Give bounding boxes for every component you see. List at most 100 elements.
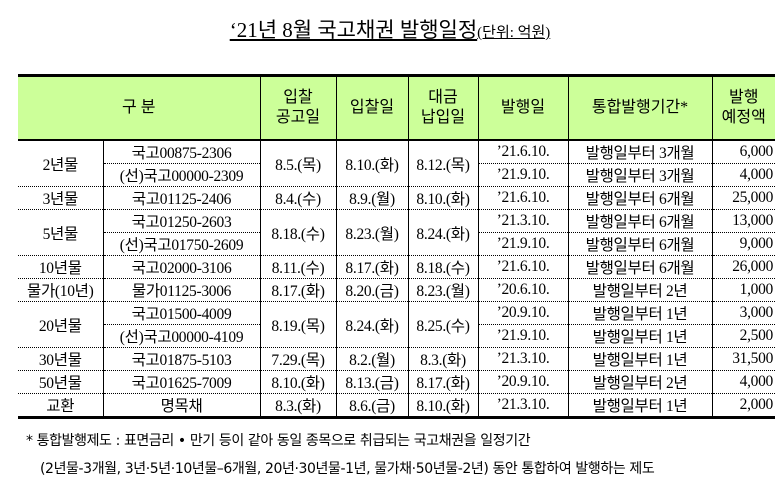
bond-code: (선)국고01750-2609 — [102, 232, 261, 256]
bid-date: 8.13.(금) — [335, 370, 409, 394]
integration-period: 발행일부터 2년 — [567, 278, 713, 302]
issue-date: ’20.9.10. — [477, 301, 569, 325]
payment-date: 8.18.(수) — [407, 255, 479, 279]
integration-period: 발행일부터 6개월 — [567, 186, 713, 210]
bid-date: 8.23.(월) — [335, 209, 409, 256]
issue-date: ’20.9.10. — [477, 370, 569, 394]
issue-date: ’21.3.10. — [477, 209, 569, 233]
table-row: (선)국고00000-4109 ’21.9.10. 발행일부터 1년 2,500 — [18, 324, 776, 348]
issue-date: ’21.3.10. — [477, 347, 569, 371]
table-row: (선)국고01750-2609 ’21.9.10. 발행일부터 6개월 9,000 — [18, 232, 776, 256]
integration-period: 발행일부터 6개월 — [567, 255, 713, 279]
integration-period: 발행일부터 3개월 — [567, 140, 713, 164]
bond-code: 국고01125-2406 — [102, 186, 261, 210]
bond-type: 20년물 — [18, 301, 104, 348]
issue-date: ’21.9.10. — [477, 324, 569, 348]
bid-date: 8.10.(화) — [335, 140, 409, 187]
table-row: 10년물 국고02000-3106 8.11.(수) 8.17.(화) 8.18.(수)… — [18, 255, 776, 279]
table-row: (선)국고00000-2309 ’21.9.10. 발행일부터 3개월 4,000 — [18, 163, 776, 187]
planned-amount: 2,000 — [711, 393, 776, 419]
planned-amount: 6,000 — [711, 140, 776, 164]
bond-code: 물가01125-3006 — [102, 278, 261, 302]
issue-date: ’20.6.10. — [477, 278, 569, 302]
planned-amount: 26,000 — [711, 255, 776, 279]
planned-amount: 3,000 — [711, 301, 776, 325]
header-row: 구 분 입찰 공고일 입찰일 대금 납입일 발행일 통합발행기간* 발행 예정액 — [18, 74, 776, 141]
table-row: 20년물 국고01500-4009 8.19.(목) 8.24.(화) 8.25.(수)… — [18, 301, 776, 348]
bid-date: 8.2.(월) — [335, 347, 409, 371]
footnote-line-2: (2년물-3개월, 3년·5년·10년물–6개월, 20년·30년물-1년, 물… — [40, 461, 655, 477]
bond-code: 국고00875-2306 — [102, 140, 261, 164]
issuance-schedule-table: 구 분 입찰 공고일 입찰일 대금 납입일 발행일 통합발행기간* 발행 예정액… — [18, 74, 776, 419]
bond-code: 국고02000-3106 — [102, 255, 261, 279]
payment-date: 8.23.(월) — [407, 278, 479, 302]
planned-amount: 1,000 — [711, 278, 776, 302]
payment-date: 8.10.(화) — [407, 393, 479, 419]
integration-period: 발행일부터 1년 — [567, 301, 713, 325]
bond-code: 국고01875-5103 — [102, 347, 261, 371]
payment-date: 8.17.(화) — [407, 370, 479, 394]
footnote-line-1: * 통합발행제도 : 표면금리 • 만기 등이 같아 동일 종목으로 취급되는 … — [26, 433, 531, 449]
header-period: 통합발행기간* — [567, 74, 713, 141]
header-category: 구 분 — [18, 74, 261, 141]
integration-period: 발행일부터 1년 — [567, 347, 713, 371]
issue-date: ’21.9.10. — [477, 232, 569, 256]
planned-amount: 31,500 — [711, 347, 776, 371]
planned-amount: 4,000 — [711, 163, 776, 187]
bond-type: 물가(10년) — [18, 278, 104, 302]
notice-date: 8.11.(수) — [259, 255, 337, 279]
planned-amount: 13,000 — [711, 209, 776, 233]
page-title: ‘21년 8월 국고채권 발행일정(단위: 억원) — [0, 14, 780, 44]
planned-amount: 25,000 — [711, 186, 776, 210]
payment-date: 8.12.(목) — [407, 140, 479, 187]
planned-amount: 4,000 — [711, 370, 776, 394]
header-amount: 발행 예정액 — [711, 74, 776, 141]
notice-date: 8.10.(화) — [259, 370, 337, 394]
integration-period: 발행일부터 6개월 — [567, 232, 713, 256]
notice-date: 7.29.(목) — [259, 347, 337, 371]
table-row: 3년물 국고01125-2406 8.4.(수) 8.9.(월) 8.10.(화) ’21… — [18, 186, 776, 210]
bond-code: 국고01250-2603 — [102, 209, 261, 233]
notice-date: 8.5.(목) — [259, 140, 337, 187]
bond-code: 명목채 — [102, 393, 261, 419]
integration-period: 발행일부터 6개월 — [567, 209, 713, 233]
bond-code: (선)국고00000-2309 — [102, 163, 261, 187]
integration-period: 발행일부터 3개월 — [567, 163, 713, 187]
table-row: 2년물 국고00875-2306 8.5.(목) 8.10.(화) 8.12.(목) ’2… — [18, 140, 776, 187]
integration-period: 발행일부터 1년 — [567, 324, 713, 348]
bond-type: 5년물 — [18, 209, 104, 256]
header-issue-date: 발행일 — [477, 74, 569, 141]
payment-date: 8.25.(수) — [407, 301, 479, 348]
notice-date: 8.4.(수) — [259, 186, 337, 210]
notice-date: 8.19.(목) — [259, 301, 337, 348]
bond-code: 국고01625-7009 — [102, 370, 261, 394]
integration-period: 발행일부터 1년 — [567, 393, 713, 419]
header-payment-date: 대금 납입일 — [407, 74, 479, 141]
payment-date: 8.24.(화) — [407, 209, 479, 256]
notice-date: 8.3.(화) — [259, 393, 337, 419]
bond-type: 교환 — [18, 393, 104, 419]
bid-date: 8.6.(금) — [335, 393, 409, 419]
bond-type: 2년물 — [18, 140, 104, 187]
header-bid-date: 입찰일 — [335, 74, 409, 141]
payment-date: 8.3.(화) — [407, 347, 479, 371]
issue-date: ’21.6.10. — [477, 140, 569, 164]
bond-type: 50년물 — [18, 370, 104, 394]
notice-date: 8.18.(수) — [259, 209, 337, 256]
table-row: 30년물 국고01875-5103 7.29.(목) 8.2.(월) 8.3.(화) ’2… — [18, 347, 776, 371]
bid-date: 8.9.(월) — [335, 186, 409, 210]
issue-date: ’21.6.10. — [477, 255, 569, 279]
header-notice-date: 입찰 공고일 — [259, 74, 337, 141]
bid-date: 8.17.(화) — [335, 255, 409, 279]
payment-date: 8.10.(화) — [407, 186, 479, 210]
bond-type: 10년물 — [18, 255, 104, 279]
issue-date: ’21.6.10. — [477, 186, 569, 210]
table-row: 5년물 국고01250-2603 8.18.(수) 8.23.(월) 8.24.(화)’… — [18, 209, 776, 256]
table-row: 물가(10년) 물가01125-3006 8.17.(화) 8.20.(금) 8.23.… — [18, 278, 776, 302]
title-unit: (단위: 억원) — [477, 25, 551, 41]
table-row: 50년물 국고01625-7009 8.10.(화) 8.13.(금) 8.17.(화)… — [18, 370, 776, 394]
planned-amount: 2,500 — [711, 324, 776, 348]
notice-date: 8.17.(화) — [259, 278, 337, 302]
integration-period: 발행일부터 2년 — [567, 370, 713, 394]
bid-date: 8.24.(화) — [335, 301, 409, 348]
